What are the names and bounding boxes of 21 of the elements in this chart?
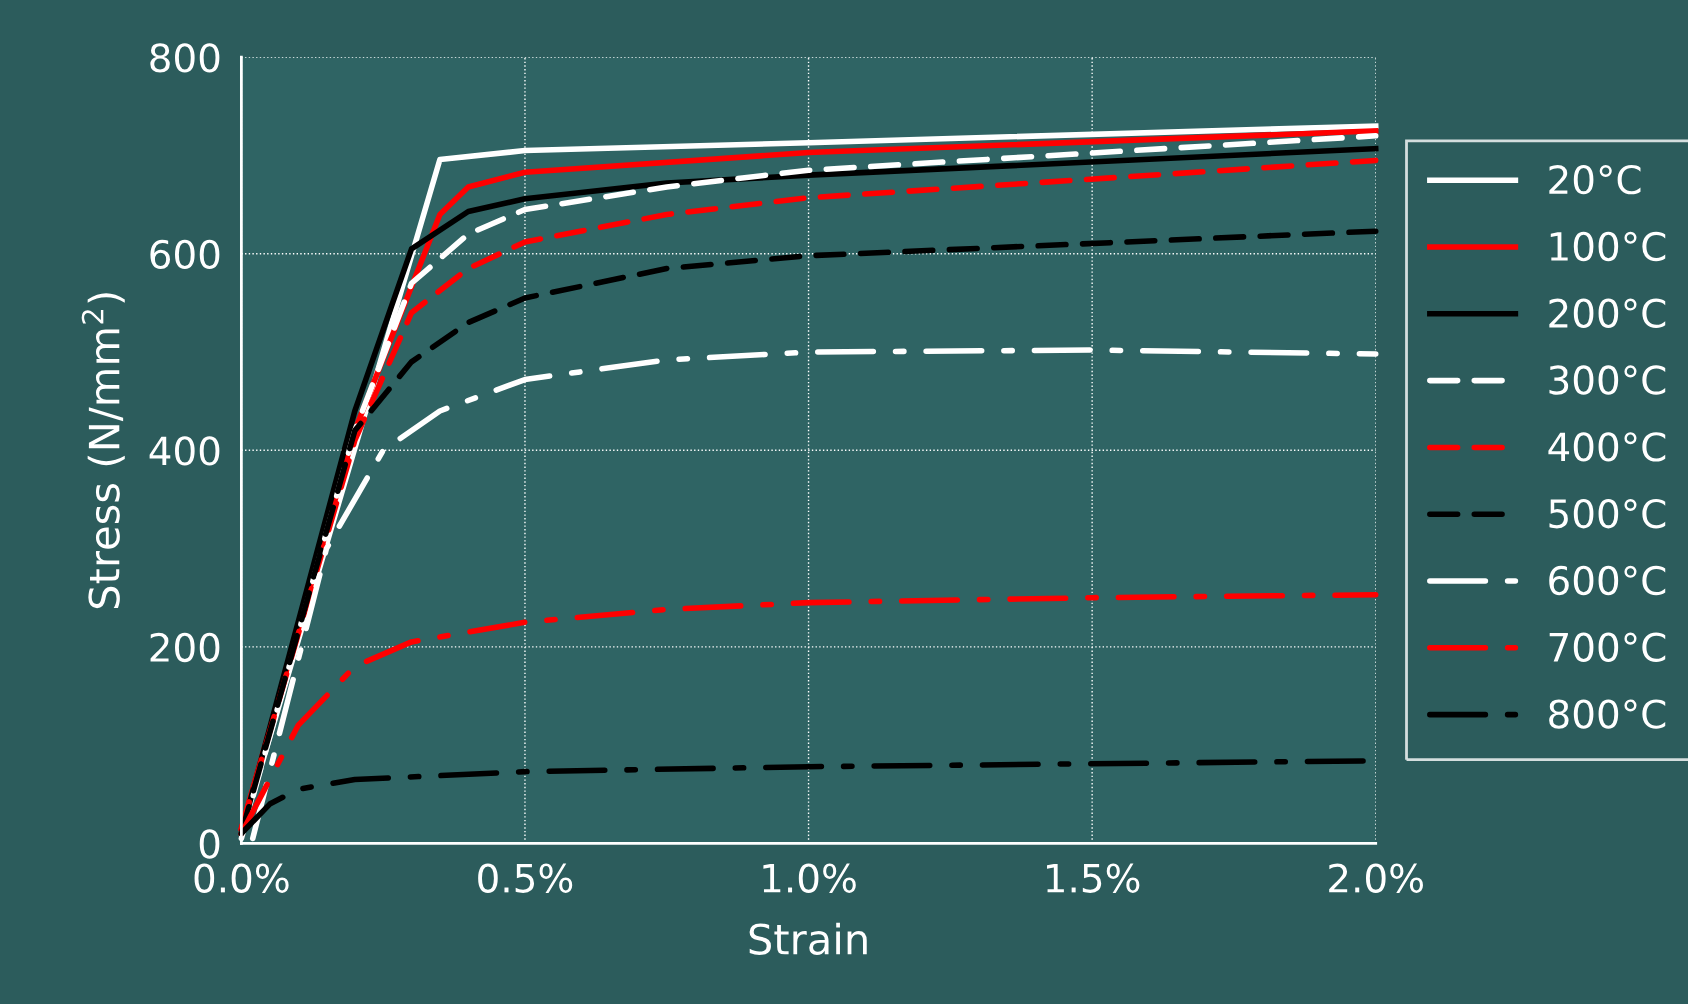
legend-label: 20°C (1549, 164, 1641, 195)
x-tick-label: 1.5% (1047, 863, 1140, 893)
x-tick-label: 1.0% (763, 863, 856, 893)
x-tick-label: 0.0% (194, 863, 289, 893)
legend-label: 800°C (1549, 699, 1666, 729)
legend-label: 500°C (1549, 498, 1666, 529)
x-tick-label: 2.0% (1329, 863, 1423, 893)
x-axis-title: Strain (749, 922, 867, 955)
legend-label: 600°C (1549, 565, 1666, 596)
legend-label: 400°C (1548, 432, 1666, 462)
y-tick-label: 0 (199, 829, 220, 859)
legend-label: 200°C (1549, 298, 1666, 328)
y-tick-label: 400 (149, 436, 220, 466)
y-tick-label: 600 (150, 239, 220, 270)
y-tick-label: 200 (150, 632, 220, 663)
x-tick-label: 0.5% (478, 863, 573, 893)
y-axis-title: Stress (N/mm$^{2}$) (81, 293, 125, 609)
legend-label: 100°C (1550, 231, 1666, 262)
y-tick-label: 800 (150, 43, 220, 73)
legend-label: 700°C (1549, 632, 1666, 662)
legend-label: 300°C (1549, 365, 1666, 395)
